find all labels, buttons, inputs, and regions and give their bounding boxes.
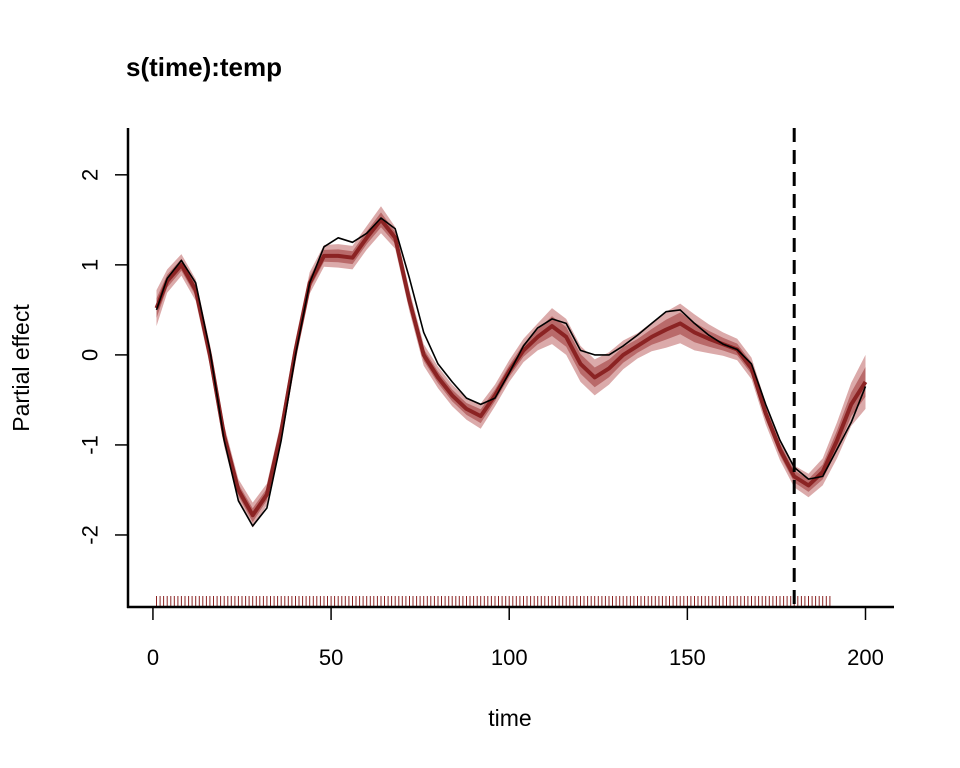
x-tick-label: 50 <box>319 645 343 670</box>
estimate-line <box>154 217 868 518</box>
y-tick-label: 2 <box>78 169 103 181</box>
y-tick-label: 0 <box>78 349 103 361</box>
estimate-series <box>154 217 868 518</box>
x-tick-label: 150 <box>669 645 706 670</box>
axes: 0 50 100 150 200 -2 -1 0 1 2 <box>78 128 894 670</box>
x-tick-label: 0 <box>147 645 159 670</box>
chart-title: s(time):temp <box>126 52 282 82</box>
rug-marks <box>156 596 831 607</box>
x-axis-label: time <box>488 705 531 731</box>
y-tick-label: -1 <box>78 435 103 455</box>
truth-series <box>155 217 867 527</box>
y-tick-label: -2 <box>78 525 103 545</box>
x-tick-label: 100 <box>491 645 528 670</box>
truth-line <box>155 217 867 527</box>
x-tick-label: 200 <box>847 645 884 670</box>
y-axis-label: Partial effect <box>8 304 34 432</box>
y-tick-label: 1 <box>78 259 103 271</box>
